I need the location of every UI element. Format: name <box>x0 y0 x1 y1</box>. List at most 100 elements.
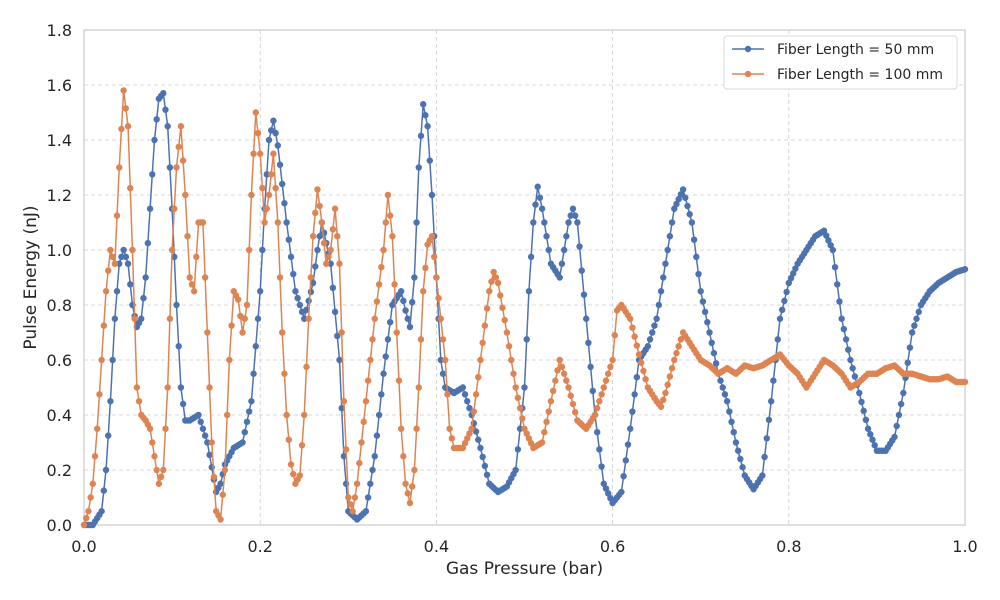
data-point <box>525 435 533 442</box>
data-point <box>307 274 315 281</box>
data-point <box>609 356 616 364</box>
data-point <box>838 315 845 322</box>
data-point <box>281 370 288 377</box>
data-point <box>895 411 903 419</box>
data-point <box>160 90 167 97</box>
data-point <box>340 398 348 405</box>
data-point <box>369 466 376 474</box>
data-point <box>393 329 400 336</box>
data-point <box>347 501 354 508</box>
data-point <box>290 270 297 278</box>
data-point <box>98 356 105 364</box>
data-point <box>127 281 134 288</box>
x-tick-label: 1.0 <box>952 537 977 556</box>
data-point <box>160 466 167 474</box>
data-point <box>690 236 698 243</box>
data-point <box>395 377 403 384</box>
data-point <box>858 398 865 406</box>
data-point <box>847 356 854 364</box>
data-point <box>770 377 777 384</box>
data-point <box>532 201 539 208</box>
x-tick-label: 0.0 <box>71 537 96 556</box>
data-point <box>717 377 724 384</box>
y-axis-ticks: 0.0 0.2 0.4 0.6 0.8 1.0 1.2 1.4 1.6 1.8 <box>47 21 72 535</box>
data-point <box>102 466 110 474</box>
data-point <box>721 391 729 398</box>
data-point <box>338 404 345 412</box>
data-point <box>272 184 279 192</box>
data-point <box>761 453 768 461</box>
data-point <box>153 116 160 123</box>
data-point <box>523 336 530 343</box>
data-point <box>417 336 425 343</box>
data-point <box>554 367 561 374</box>
data-point <box>706 329 713 336</box>
data-point <box>166 315 174 322</box>
data-point <box>765 416 773 424</box>
data-point <box>404 315 411 322</box>
data-point <box>516 425 524 432</box>
data-point <box>283 219 290 226</box>
x-axis-ticks: 0.0 0.2 0.4 0.6 0.8 1.0 <box>71 537 977 556</box>
data-point <box>827 241 834 249</box>
data-point <box>479 339 486 347</box>
data-point <box>325 253 332 261</box>
data-point <box>85 508 92 515</box>
data-point <box>869 436 876 443</box>
data-point <box>530 219 537 226</box>
data-point <box>860 407 867 415</box>
data-point <box>380 246 387 254</box>
data-point <box>558 363 566 371</box>
data-point <box>133 384 141 391</box>
data-point <box>109 253 116 261</box>
data-point <box>105 432 112 439</box>
data-point <box>380 370 387 377</box>
data-point <box>312 263 319 270</box>
y-tick-label: 0.2 <box>47 461 72 480</box>
data-point <box>294 294 301 302</box>
data-point <box>109 356 116 364</box>
data-point <box>723 398 731 405</box>
data-point <box>151 453 158 460</box>
data-point <box>369 336 376 343</box>
data-point <box>501 316 508 324</box>
data-point <box>629 408 636 415</box>
data-point <box>602 485 610 492</box>
data-point <box>268 171 275 178</box>
data-point <box>404 490 411 497</box>
data-point <box>173 301 180 309</box>
data-point <box>204 439 211 446</box>
data-point <box>100 322 108 329</box>
x-tick-label: 0.2 <box>247 537 272 556</box>
data-point <box>276 274 284 281</box>
data-point <box>144 239 152 247</box>
data-point <box>737 455 744 463</box>
data-point <box>259 246 266 254</box>
data-point <box>671 205 678 212</box>
data-point <box>241 315 248 322</box>
data-point <box>320 239 328 247</box>
y-tick-label: 1.2 <box>47 186 72 205</box>
data-point <box>657 288 665 295</box>
data-point <box>331 205 339 212</box>
data-point <box>140 294 147 302</box>
data-point <box>327 260 334 267</box>
data-point <box>406 499 414 507</box>
data-point <box>444 391 451 398</box>
data-point <box>589 387 596 395</box>
data-point <box>468 425 475 432</box>
data-point <box>435 294 442 302</box>
data-point <box>787 274 795 282</box>
data-point <box>666 233 674 240</box>
data-point <box>428 233 436 240</box>
data-point <box>257 150 264 157</box>
data-point <box>604 490 612 497</box>
data-point <box>298 442 306 449</box>
data-point <box>494 279 502 287</box>
data-point <box>422 264 429 272</box>
data-point <box>666 373 674 380</box>
y-tick-label: 0.4 <box>47 406 72 425</box>
data-point <box>657 403 665 410</box>
data-point <box>499 304 506 311</box>
data-point <box>578 267 585 274</box>
